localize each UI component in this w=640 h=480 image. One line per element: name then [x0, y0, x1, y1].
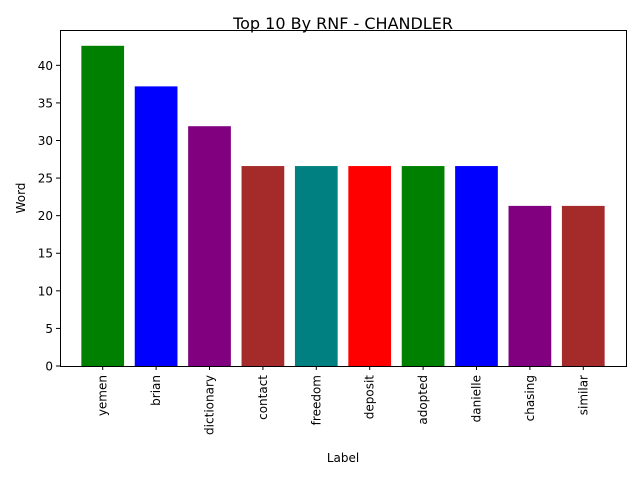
x-tick-label: similar [576, 375, 590, 415]
chart-title: Top 10 By RNF - CHANDLER [232, 14, 453, 33]
plot-frame [60, 30, 627, 367]
y-tick-label: 15 [38, 247, 53, 261]
bar-deposit [348, 166, 392, 366]
y-axis-label: Word [14, 183, 28, 214]
bar-adopted [401, 166, 445, 366]
bar-danielle [455, 166, 498, 366]
y-axis-ticks: 0 5 10 15 20 25 30 35 40 [38, 59, 60, 374]
bars-group [81, 45, 605, 367]
x-tick-label: chasing [523, 375, 537, 421]
x-tick-label: deposit [363, 375, 377, 420]
y-tick-label: 25 [38, 172, 53, 186]
bar-brian [134, 86, 178, 366]
bar-yemen [81, 45, 125, 366]
bar-dictionary [188, 126, 231, 367]
x-tick-label: adopted [416, 375, 430, 425]
y-tick-label: 20 [38, 209, 53, 223]
x-axis-ticks: yemen brian dictionary contact freedom deposi… [96, 366, 590, 435]
x-axis-label: Label [327, 451, 359, 465]
x-tick-label: brian [149, 375, 163, 406]
y-tick-label: 30 [38, 134, 53, 148]
x-tick-label: freedom [309, 375, 323, 425]
x-tick-label: contact [256, 375, 270, 420]
y-tick-label: 35 [38, 96, 53, 110]
y-tick-label: 10 [38, 284, 53, 298]
x-tick-label: yemen [96, 375, 110, 416]
bar-chasing [508, 205, 552, 366]
y-tick-label: 40 [38, 59, 53, 73]
bar-freedom [294, 166, 338, 366]
bar-similar [561, 205, 605, 366]
x-tick-label: dictionary [203, 375, 217, 435]
y-tick-label: 0 [45, 360, 53, 374]
x-tick-label: danielle [469, 375, 483, 422]
y-tick-label: 5 [45, 322, 53, 336]
bar-contact [241, 166, 285, 366]
